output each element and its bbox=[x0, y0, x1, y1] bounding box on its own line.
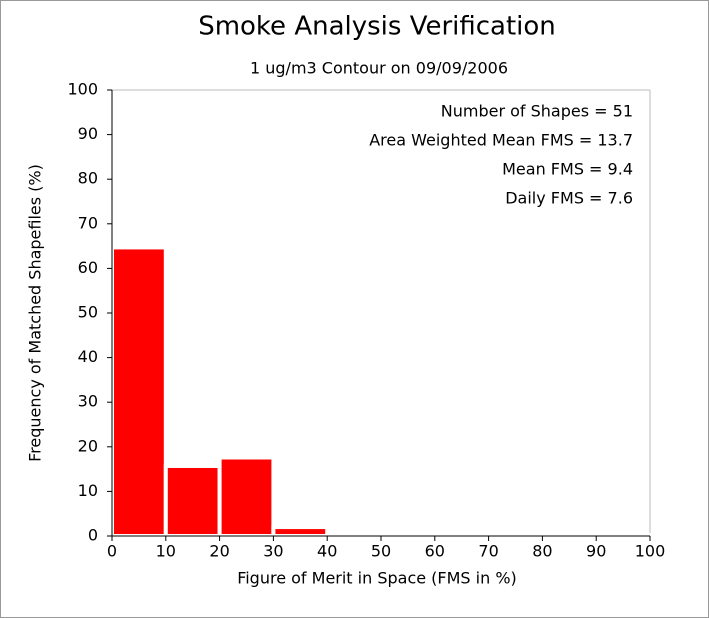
x-tick-label: 20 bbox=[209, 542, 229, 561]
annotation: Number of Shapes = 51 bbox=[441, 102, 633, 121]
y-tick-label: 70 bbox=[78, 213, 98, 232]
y-tick-label: 80 bbox=[78, 169, 98, 188]
x-tick-label: 100 bbox=[635, 542, 666, 561]
x-tick-label: 0 bbox=[107, 542, 117, 561]
x-tick-label: 70 bbox=[478, 542, 498, 561]
x-tick-label: 10 bbox=[156, 542, 176, 561]
x-tick-label: 90 bbox=[586, 542, 606, 561]
x-axis-label: Figure of Merit in Space (FMS in %) bbox=[237, 569, 517, 588]
x-tick-label: 40 bbox=[317, 542, 337, 561]
bar bbox=[648, 533, 706, 538]
x-tick-label: 80 bbox=[532, 542, 552, 561]
y-tick-label: 60 bbox=[78, 258, 98, 277]
y-tick-label: 50 bbox=[78, 303, 98, 322]
y-tick-label: 30 bbox=[78, 392, 98, 411]
bar bbox=[217, 455, 276, 538]
y-tick-label: 10 bbox=[78, 481, 98, 500]
y-tick-label: 90 bbox=[78, 124, 98, 143]
bar bbox=[110, 245, 168, 539]
annotation: Area Weighted Mean FMS = 13.7 bbox=[369, 131, 633, 150]
y-tick-label: 100 bbox=[67, 80, 98, 99]
annotation: Mean FMS = 9.4 bbox=[502, 160, 633, 179]
chart-subtitle: 1 ug/m3 Contour on 09/09/2006 bbox=[250, 59, 508, 78]
annotation: Daily FMS = 7.6 bbox=[505, 189, 633, 208]
bar bbox=[163, 463, 222, 538]
y-tick-label: 0 bbox=[88, 526, 98, 545]
bar bbox=[271, 525, 330, 539]
y-tick-label: 40 bbox=[78, 347, 98, 366]
x-tick-label: 60 bbox=[425, 542, 445, 561]
y-axis-label: Frequency of Matched Shapefiles (%) bbox=[26, 164, 45, 462]
x-tick-label: 50 bbox=[371, 542, 391, 561]
x-tick-label: 30 bbox=[263, 542, 283, 561]
y-tick-label: 20 bbox=[78, 436, 98, 455]
chart-title: Smoke Analysis Verification bbox=[198, 12, 556, 42]
